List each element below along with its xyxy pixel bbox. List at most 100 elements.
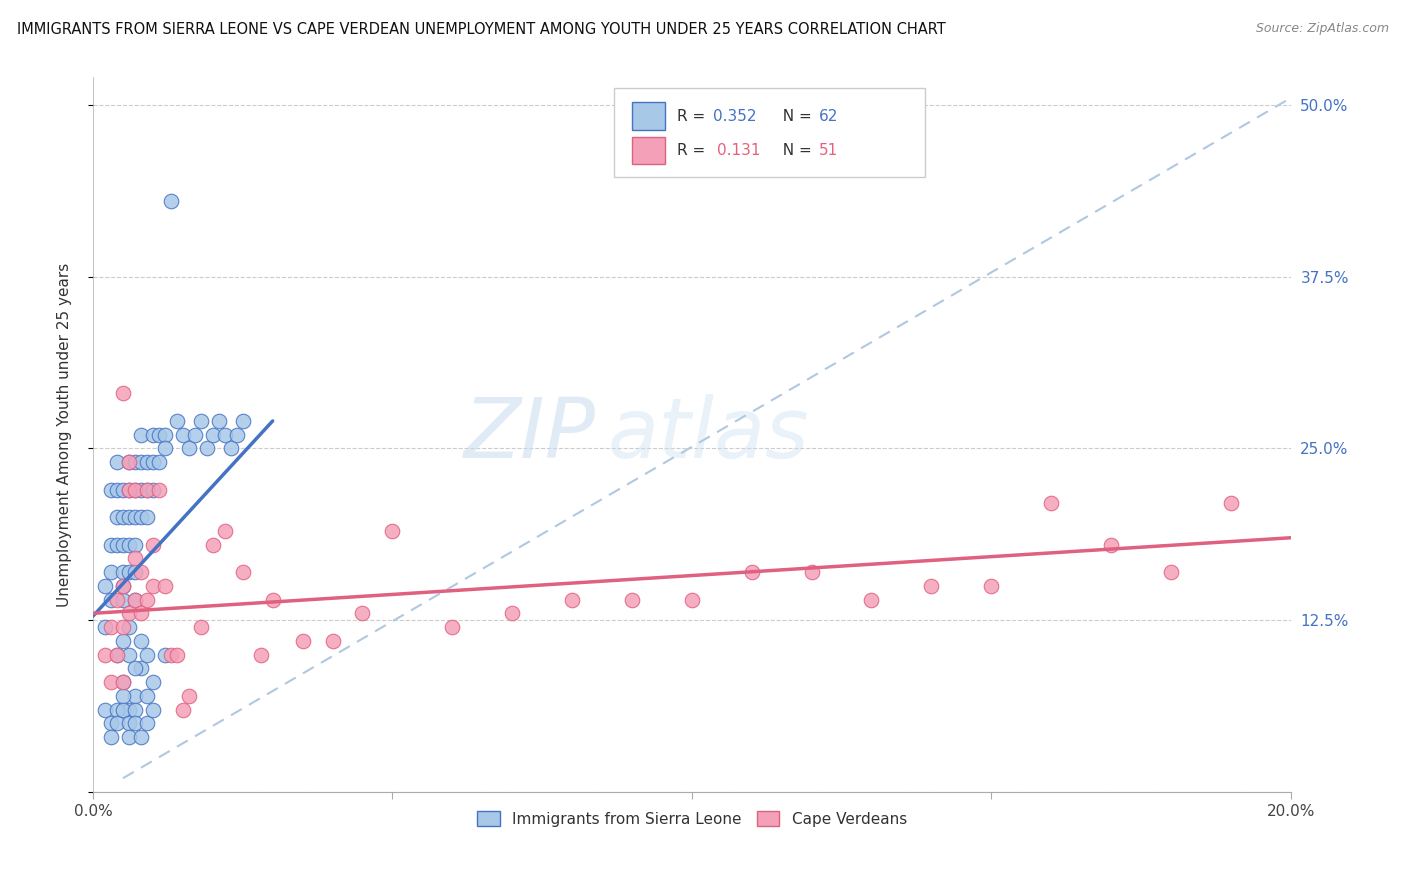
Point (111, 620, 134, 634)
Point (148, 427, 170, 442)
Point (160, 648, 183, 662)
Text: R =: R = (678, 109, 710, 123)
Point (118, 607, 141, 621)
Point (100, 592, 122, 607)
Point (105, 483, 128, 497)
Point (800, 565, 823, 579)
Point (105, 648, 128, 662)
Point (148, 455, 170, 469)
Point (111, 592, 134, 607)
Text: Source: ZipAtlas.com: Source: ZipAtlas.com (1256, 22, 1389, 36)
Point (441, 620, 464, 634)
FancyBboxPatch shape (631, 136, 665, 164)
Point (166, 648, 188, 662)
Point (118, 455, 141, 469)
Point (291, 633, 314, 648)
Point (124, 592, 146, 607)
Point (860, 592, 883, 607)
Point (111, 565, 134, 579)
Point (142, 427, 165, 442)
Point (1040, 496, 1063, 510)
Point (100, 620, 122, 634)
Point (94, 620, 117, 634)
Point (219, 442, 242, 456)
Point (124, 565, 146, 579)
Point (166, 414, 188, 428)
Point (190, 620, 212, 634)
Point (118, 483, 141, 497)
Point (111, 483, 134, 497)
Point (1099, 538, 1122, 552)
Point (129, 607, 152, 621)
Point (920, 579, 942, 593)
Point (118, 483, 141, 497)
Point (322, 633, 344, 648)
Text: 0.131: 0.131 (717, 143, 761, 158)
Point (142, 579, 165, 593)
Point (129, 455, 152, 469)
Point (135, 716, 157, 731)
Point (225, 427, 247, 442)
Point (142, 675, 165, 690)
Point (124, 455, 146, 469)
Point (118, 730, 141, 744)
Point (118, 716, 141, 731)
Text: R =: R = (678, 143, 716, 158)
Point (105, 716, 128, 731)
Point (214, 427, 236, 442)
Text: atlas: atlas (607, 394, 810, 475)
Point (111, 386, 134, 401)
Point (124, 551, 146, 566)
Point (105, 455, 128, 469)
Point (249, 648, 271, 662)
Point (118, 455, 141, 469)
Point (153, 442, 176, 456)
Point (118, 510, 141, 524)
Point (100, 565, 122, 579)
Point (105, 538, 128, 552)
Point (129, 661, 152, 675)
Point (135, 483, 157, 497)
Y-axis label: Unemployment Among Youth under 25 years: Unemployment Among Youth under 25 years (58, 262, 72, 607)
Text: 62: 62 (818, 109, 838, 123)
Point (142, 702, 165, 716)
Point (111, 579, 134, 593)
Text: N =: N = (773, 143, 817, 158)
Point (135, 648, 157, 662)
Point (118, 620, 141, 634)
Point (111, 702, 134, 716)
Point (620, 592, 643, 607)
Point (124, 538, 146, 552)
Point (232, 414, 254, 428)
Point (201, 538, 224, 552)
Point (111, 689, 134, 703)
Point (501, 607, 523, 621)
Point (129, 565, 152, 579)
Point (129, 483, 152, 497)
Point (208, 414, 231, 428)
Point (129, 510, 152, 524)
Point (129, 427, 152, 442)
Point (214, 524, 236, 538)
Point (142, 538, 165, 552)
Point (135, 592, 157, 607)
Point (381, 524, 404, 538)
Point (148, 483, 170, 497)
Point (111, 579, 134, 593)
Point (172, 702, 194, 716)
Point (94, 648, 117, 662)
Point (105, 592, 128, 607)
Point (1160, 565, 1182, 579)
Point (111, 675, 134, 690)
Point (160, 194, 183, 208)
Point (100, 675, 122, 690)
Point (1219, 496, 1241, 510)
Point (111, 675, 134, 690)
FancyBboxPatch shape (631, 103, 665, 129)
Point (262, 592, 284, 607)
Point (124, 592, 146, 607)
Point (153, 579, 176, 593)
Point (201, 427, 224, 442)
Point (124, 483, 146, 497)
Point (135, 483, 157, 497)
